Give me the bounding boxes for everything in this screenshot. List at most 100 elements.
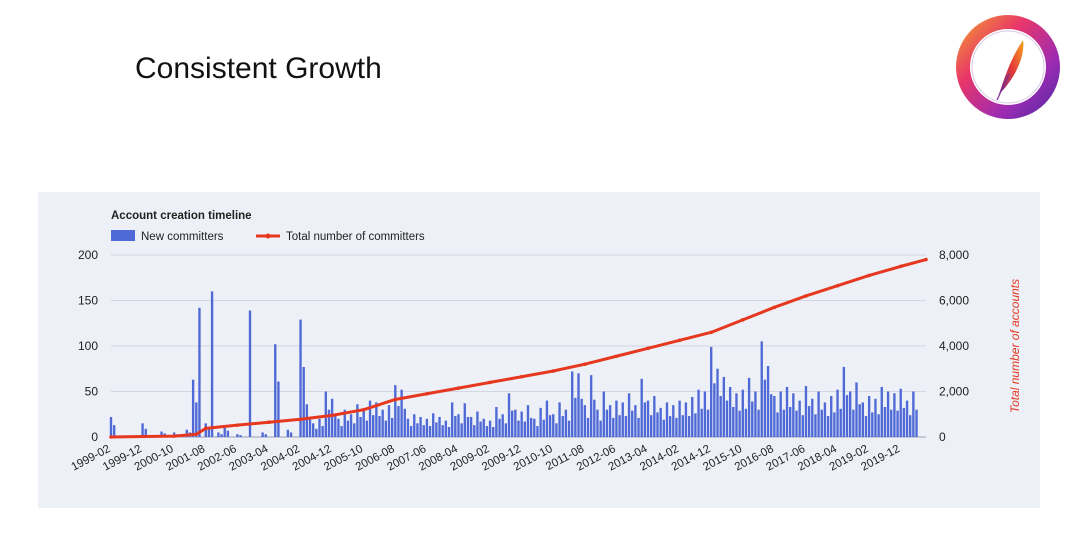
bar xyxy=(305,404,309,437)
bar xyxy=(858,404,861,437)
bar xyxy=(529,417,533,437)
bar xyxy=(311,423,315,437)
bar xyxy=(770,394,773,437)
line-point xyxy=(235,423,240,427)
bar xyxy=(672,405,675,437)
bar xyxy=(719,396,722,437)
bar xyxy=(618,415,621,437)
bar xyxy=(346,420,350,437)
bar xyxy=(555,423,558,437)
bar xyxy=(520,411,523,437)
bar xyxy=(302,366,305,437)
y2-tick-label: 0 xyxy=(939,430,946,444)
bar xyxy=(586,417,590,437)
chart-panel: Account creation timeline New committers… xyxy=(38,192,1040,508)
bar xyxy=(896,410,899,437)
bar xyxy=(406,418,410,437)
bar xyxy=(659,407,662,437)
bar xyxy=(798,400,801,437)
bar xyxy=(589,375,593,437)
bar xyxy=(384,420,388,437)
bar xyxy=(469,416,473,437)
bar xyxy=(409,426,413,437)
line-point xyxy=(835,283,840,288)
bar xyxy=(390,417,394,437)
y2-tick-label: 6,000 xyxy=(939,294,969,308)
line-point xyxy=(646,346,650,351)
y-axis-right: 0 2,000 4,000 6,000 8,000 xyxy=(939,248,969,444)
bar xyxy=(637,417,640,437)
bar xyxy=(861,402,865,437)
bar xyxy=(463,403,466,437)
bar xyxy=(893,393,896,437)
bar xyxy=(608,405,612,437)
bar xyxy=(909,415,912,437)
bar xyxy=(773,396,776,437)
bar xyxy=(507,393,511,437)
bar xyxy=(144,428,147,437)
bar xyxy=(365,420,369,437)
bar xyxy=(207,428,211,437)
bar xyxy=(757,409,760,437)
bar xyxy=(833,412,836,437)
account-creation-chart: Account creation timeline New committers… xyxy=(69,210,1022,473)
bar xyxy=(318,418,321,437)
bar xyxy=(681,415,684,437)
bar xyxy=(886,391,890,437)
bar xyxy=(432,413,435,437)
bar xyxy=(612,417,615,437)
bar xyxy=(912,391,915,437)
bar xyxy=(236,434,239,437)
bar xyxy=(141,423,144,437)
bar xyxy=(902,407,906,437)
bar xyxy=(788,406,792,437)
bar xyxy=(419,416,422,437)
bar xyxy=(735,393,738,437)
bar xyxy=(691,396,694,437)
bar xyxy=(706,409,710,437)
bar xyxy=(646,400,650,437)
bar xyxy=(779,391,782,437)
bar xyxy=(874,398,877,437)
bar xyxy=(372,415,375,437)
line-point xyxy=(551,369,556,373)
bar xyxy=(725,400,729,437)
bar xyxy=(807,406,811,437)
line-point xyxy=(361,407,366,412)
bar xyxy=(574,397,577,437)
bar xyxy=(422,425,425,437)
bar xyxy=(217,432,220,437)
bar xyxy=(394,385,397,437)
bar xyxy=(678,400,681,437)
bar xyxy=(299,319,302,437)
bar xyxy=(482,418,485,437)
y2-axis-title: Total number of accounts xyxy=(1008,279,1022,413)
chart-title: Account creation timeline xyxy=(111,210,252,222)
bar xyxy=(880,386,883,437)
bar xyxy=(308,416,312,437)
bar xyxy=(368,400,372,437)
bar xyxy=(536,426,539,437)
bar xyxy=(599,420,602,437)
bar xyxy=(561,416,564,437)
bar xyxy=(722,376,726,437)
bar xyxy=(223,426,226,437)
bar xyxy=(710,346,713,437)
legend-line-label: Total number of committers xyxy=(286,231,425,243)
line-point xyxy=(740,318,745,322)
bar xyxy=(732,406,735,437)
grid xyxy=(111,254,926,438)
bar xyxy=(403,408,406,437)
bar xyxy=(845,395,849,437)
bar xyxy=(191,379,195,437)
line-point xyxy=(456,386,461,390)
line-point xyxy=(898,264,903,269)
bar xyxy=(558,402,561,437)
bar xyxy=(109,416,113,437)
bar xyxy=(602,391,605,437)
bar xyxy=(567,420,571,437)
bar xyxy=(842,366,846,437)
bar xyxy=(435,422,438,437)
bar xyxy=(510,410,514,437)
bar xyxy=(195,402,198,437)
